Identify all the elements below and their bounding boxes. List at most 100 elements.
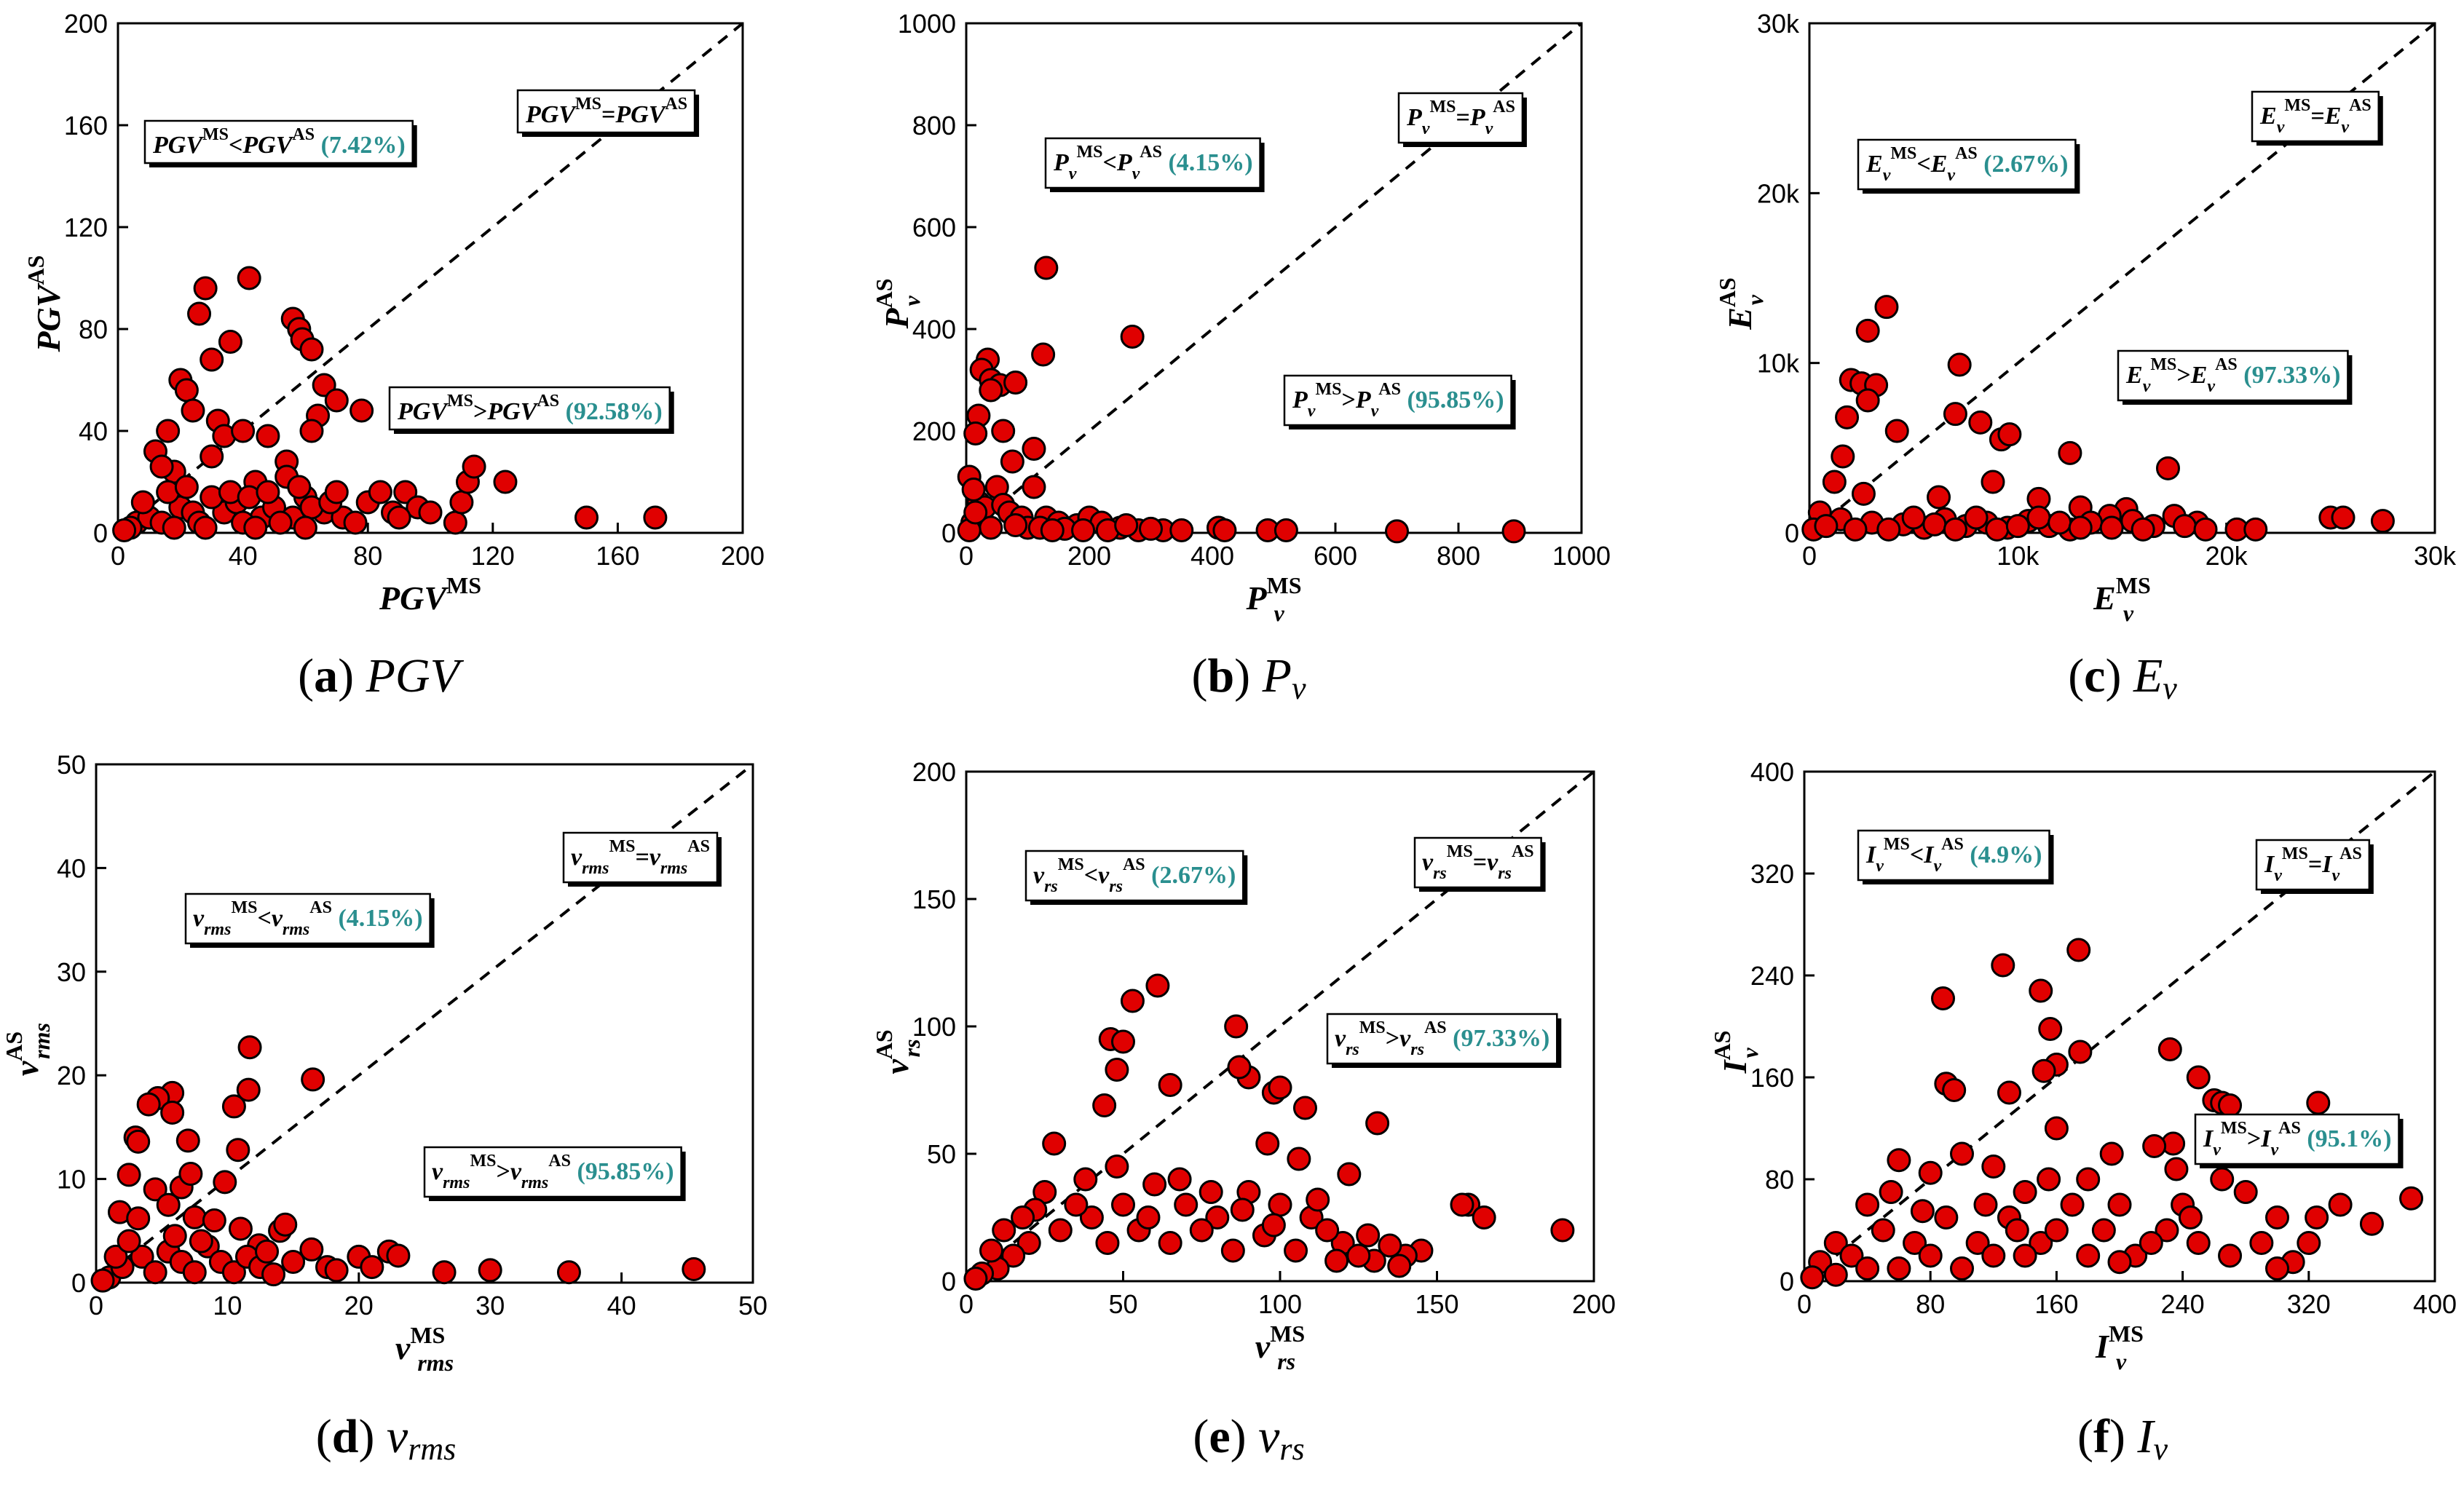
data-point bbox=[1315, 1218, 1340, 1243]
data-point bbox=[1855, 318, 1880, 343]
data-point bbox=[237, 266, 261, 290]
data-point bbox=[143, 1260, 167, 1285]
annotation-frame bbox=[423, 1146, 682, 1198]
data-point bbox=[1016, 1231, 1041, 1255]
annotation-box: EvMS=EvAS bbox=[2251, 90, 2383, 146]
data-point bbox=[2157, 1037, 2182, 1061]
data-point bbox=[1997, 422, 2022, 447]
data-point bbox=[2172, 514, 2197, 539]
annotation-frame bbox=[184, 892, 431, 945]
data-point bbox=[1022, 437, 1046, 461]
data-point bbox=[963, 1267, 988, 1291]
data-point bbox=[2058, 440, 2082, 465]
data-point bbox=[2359, 1211, 2384, 1236]
x-tick-label: 120 bbox=[471, 541, 515, 571]
data-point bbox=[299, 419, 324, 443]
y-tick-label: 200 bbox=[64, 9, 108, 39]
y-tick-label: 80 bbox=[1765, 1165, 1794, 1195]
data-point bbox=[478, 1258, 502, 1283]
data-point bbox=[2131, 517, 2155, 542]
data-point bbox=[1048, 1218, 1073, 1243]
data-point bbox=[182, 1260, 207, 1285]
annotation-text: PGVMS>PGVAS (92.58%) bbox=[397, 392, 663, 425]
data-point bbox=[2193, 517, 2218, 542]
data-point bbox=[2013, 1180, 2037, 1204]
data-point bbox=[1031, 342, 1056, 367]
annotation-text: vrmsMS<vrmsAS (4.15%) bbox=[193, 898, 423, 939]
data-point bbox=[2265, 1256, 2289, 1280]
data-point bbox=[1839, 1243, 1864, 1268]
annotation-frame bbox=[1397, 92, 1524, 144]
y-tick-label: 50 bbox=[927, 1139, 956, 1169]
y-tick-label: 50 bbox=[57, 750, 86, 780]
annotation-box: vrmsMS<vrmsAS (4.15%) bbox=[184, 892, 435, 948]
data-point bbox=[226, 1138, 250, 1163]
y-tick-label: 10 bbox=[57, 1165, 86, 1195]
data-point bbox=[963, 421, 988, 446]
data-point bbox=[1910, 1199, 1935, 1224]
data-point bbox=[1887, 1256, 1911, 1280]
data-point bbox=[136, 1092, 161, 1117]
chart-e: 0 50 100 150 200 0 50 100 150 200 vMS rs vASrs vrsMS<… bbox=[871, 757, 1616, 1467]
data-point bbox=[2066, 938, 2091, 962]
data-point bbox=[979, 1238, 1003, 1263]
x-tick-label: 600 bbox=[1314, 541, 1357, 571]
x-tick-label: 320 bbox=[2287, 1289, 2331, 1319]
subfigure-caption: (e) vrs bbox=[1193, 1410, 1304, 1467]
annotation-box: vrsMS<vrsAS (2.67%) bbox=[1024, 850, 1248, 905]
data-point bbox=[1981, 1243, 2006, 1268]
data-point bbox=[181, 398, 205, 423]
data-point bbox=[2068, 515, 2093, 540]
x-tick-label: 10k bbox=[1997, 541, 2039, 571]
data-point bbox=[200, 444, 224, 469]
data-point bbox=[218, 330, 242, 354]
data-point bbox=[1855, 1192, 1880, 1217]
annotation-frame bbox=[2255, 839, 2371, 891]
data-point bbox=[1169, 518, 1194, 542]
data-point bbox=[493, 470, 518, 494]
data-point bbox=[1964, 505, 1989, 530]
annotation-box: vrsMS>vrsAS (97.33%) bbox=[1326, 1013, 1562, 1068]
data-point bbox=[1823, 1231, 1848, 1255]
data-point bbox=[112, 518, 137, 542]
y-axis-label: vASrms bbox=[1, 1023, 55, 1076]
data-point bbox=[160, 1100, 185, 1125]
y-tick-label: 320 bbox=[1750, 859, 1794, 889]
data-point bbox=[2044, 1218, 2069, 1243]
y-tick-label: 400 bbox=[1750, 757, 1794, 787]
data-point bbox=[193, 276, 218, 301]
data-point bbox=[287, 475, 312, 499]
data-point bbox=[1274, 518, 1298, 542]
plot-frame bbox=[117, 22, 744, 534]
annotation-text: vrsMS>vrsAS (97.33%) bbox=[1335, 1018, 1549, 1059]
data-point bbox=[162, 1224, 187, 1248]
data-point bbox=[1991, 953, 2015, 978]
annotation-frame bbox=[562, 831, 719, 884]
data-point bbox=[1950, 1141, 1974, 1166]
y-tick-label: 0 bbox=[71, 1268, 86, 1298]
data-point bbox=[2155, 1218, 2179, 1243]
y-tick-label: 30 bbox=[57, 957, 86, 987]
data-point bbox=[312, 373, 336, 397]
annotation-box: PvMS=PvAS bbox=[1397, 92, 1527, 147]
x-tick-label: 0 bbox=[111, 541, 125, 571]
data-point bbox=[1942, 1078, 1967, 1102]
annotation-frame bbox=[1326, 1013, 1558, 1065]
data-point bbox=[261, 1262, 286, 1287]
y-tick-label: 240 bbox=[1750, 961, 1794, 991]
data-point bbox=[2060, 1192, 2085, 1217]
data-point bbox=[2186, 1231, 2211, 1255]
x-tick-label: 160 bbox=[596, 541, 639, 571]
x-tick-label: 200 bbox=[1067, 541, 1111, 571]
y-axis-label: IASv bbox=[1709, 1031, 1763, 1074]
data-point bbox=[1356, 1223, 1381, 1248]
data-point bbox=[1365, 1111, 1390, 1136]
annotation-text: EvMS>EvAS (97.33%) bbox=[2125, 355, 2340, 396]
x-tick-label: 0 bbox=[959, 541, 974, 571]
x-tick-label: 80 bbox=[353, 541, 382, 571]
data-point bbox=[126, 1206, 151, 1231]
data-point bbox=[2038, 1017, 2063, 1041]
annotation-frame bbox=[1283, 374, 1512, 427]
data-point bbox=[449, 490, 474, 515]
data-point bbox=[1884, 419, 1909, 443]
